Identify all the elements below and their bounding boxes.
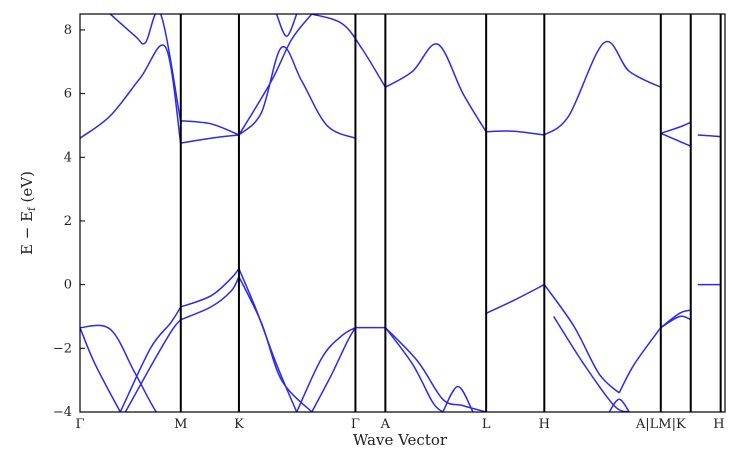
band-line-28 — [485, 283, 545, 314]
x-tick-label-1: M — [174, 417, 187, 432]
band-line-8 — [385, 43, 487, 133]
band-line-23 — [311, 327, 357, 412]
band-line-26 — [384, 327, 444, 412]
band-line-14 — [80, 324, 158, 412]
x-tick-label-3: Γ — [351, 417, 360, 432]
y-tick-label-0: −4 — [53, 405, 72, 420]
y-tick-label-4: 4 — [64, 150, 72, 165]
band-line-15 — [80, 327, 121, 412]
y-tick-label-1: −2 — [53, 341, 72, 356]
y-tick-label-2: 0 — [64, 278, 72, 293]
band-line-21 — [238, 276, 313, 412]
x-tick-label-2: K — [234, 417, 244, 432]
x-ticks: Γ M K Γ A L H A|LM|K H — [75, 417, 724, 432]
band-line-9 — [486, 130, 545, 136]
band-line-3 — [180, 119, 240, 136]
band-line-12 — [660, 132, 692, 147]
band-line-32 — [553, 316, 630, 412]
y-axis-label-unit: (eV) — [18, 171, 36, 207]
band-line-5 — [238, 14, 313, 136]
x-tick-label-7: A|LM|K — [635, 417, 686, 432]
band-line-22 — [296, 326, 356, 412]
band-line-19 — [180, 276, 240, 321]
y-tick-label-5: 6 — [64, 87, 72, 102]
band-line-10 — [543, 40, 662, 136]
x-tick-label-5: L — [482, 417, 491, 432]
x-axis-label: Wave Vector — [353, 431, 448, 449]
band-line-6 — [275, 14, 298, 38]
x-tick-label-6: H — [539, 417, 550, 432]
band-line-29 — [543, 284, 620, 394]
band-line-4 — [238, 46, 356, 139]
band-lines — [80, 14, 721, 412]
band-line-13 — [697, 134, 721, 138]
y-tick-label-3: 2 — [64, 214, 72, 229]
band-line-27 — [442, 385, 474, 412]
band-line-2 — [180, 134, 239, 144]
band-line-17 — [124, 319, 182, 412]
y-axis-label-sub: f — [27, 206, 38, 211]
band-line-0 — [80, 44, 182, 145]
band-line-11 — [660, 121, 692, 135]
x-tick-label-8: H — [713, 417, 724, 432]
band-line-18 — [180, 268, 240, 308]
band-line-7 — [311, 14, 387, 88]
band-line-34 — [660, 315, 692, 329]
plot-frame — [79, 13, 726, 413]
y-ticks: −4 −2 0 2 4 6 8 — [53, 23, 85, 420]
band-line-1 — [109, 14, 182, 123]
band-line-16 — [119, 306, 182, 412]
band-line-30 — [618, 327, 662, 394]
y-tick-label-6: 8 — [64, 23, 72, 38]
y-axis-label-main: E − E — [18, 211, 36, 255]
band-line-25 — [384, 327, 487, 412]
x-tick-label-4: A — [380, 417, 391, 432]
x-tick-label-0: Γ — [75, 417, 84, 432]
kpoint-lines — [179, 14, 722, 412]
y-axis-label: E − Ef (eV) — [18, 171, 38, 255]
band-line-31 — [608, 398, 630, 412]
